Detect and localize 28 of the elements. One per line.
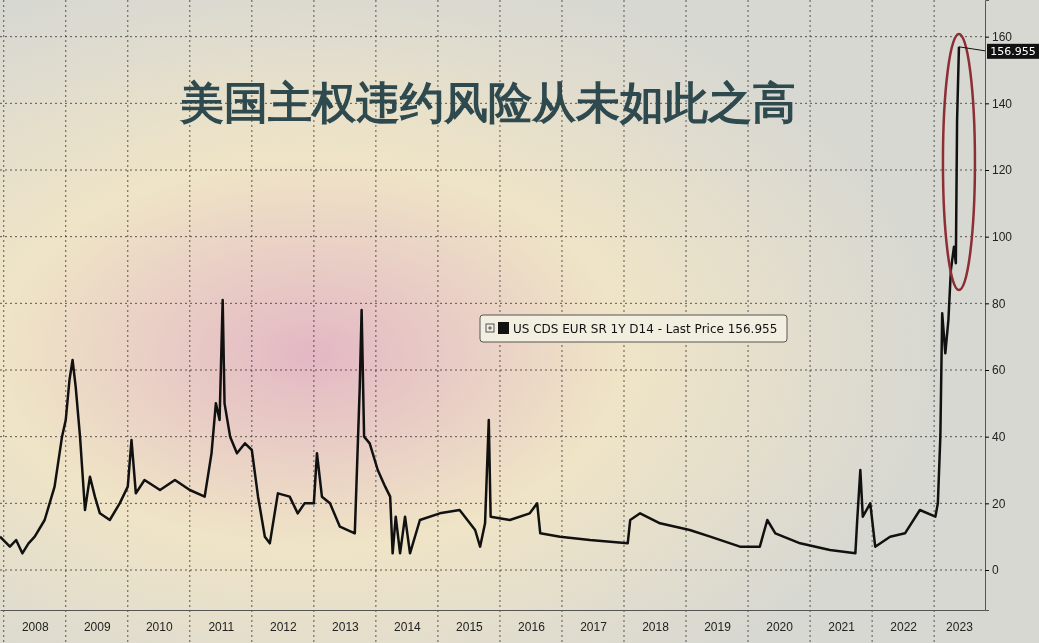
y-tick-label: 20 <box>992 496 1006 511</box>
x-tick-label: 2008 <box>21 619 49 634</box>
annotation: 156.955 <box>990 44 1036 58</box>
x-tick-label: 2023 <box>946 619 974 634</box>
y-tick-label: 0 <box>992 563 999 578</box>
x-tick-label: 2020 <box>766 619 794 634</box>
x-tick-label: 2013 <box>332 619 360 634</box>
x-tick-label: 2015 <box>456 619 484 634</box>
y-tick-label: 100 <box>992 230 1013 245</box>
y-tick-label: 140 <box>992 96 1013 111</box>
x-tick-label: 2019 <box>704 619 732 634</box>
y-tick-label: 40 <box>992 430 1006 445</box>
text: 美国主权违约风险从未如此之高 <box>179 77 796 128</box>
x-tick-label: 2016 <box>518 619 546 634</box>
x-tick-label: 2010 <box>145 619 173 634</box>
x-tick-label: 2018 <box>642 619 670 634</box>
y-tick-label: 60 <box>992 363 1006 378</box>
x-tick-label: 2009 <box>83 619 111 634</box>
y-tick-label: 120 <box>992 163 1013 178</box>
y-tick-label: 80 <box>992 296 1006 311</box>
y-tick-label: 160 <box>992 30 1013 45</box>
legend-label: US CDS EUR SR 1Y D14 - Last Price 156.955 <box>513 322 778 336</box>
x-tick-label: 2022 <box>890 619 918 634</box>
x-tick-label: 2012 <box>269 619 298 634</box>
x-tick-label: 2017 <box>580 619 608 634</box>
x-tick-label: 2014 <box>394 619 422 634</box>
x-tick-label: 2021 <box>828 619 856 634</box>
x-tick-label: 2011 <box>208 619 235 634</box>
